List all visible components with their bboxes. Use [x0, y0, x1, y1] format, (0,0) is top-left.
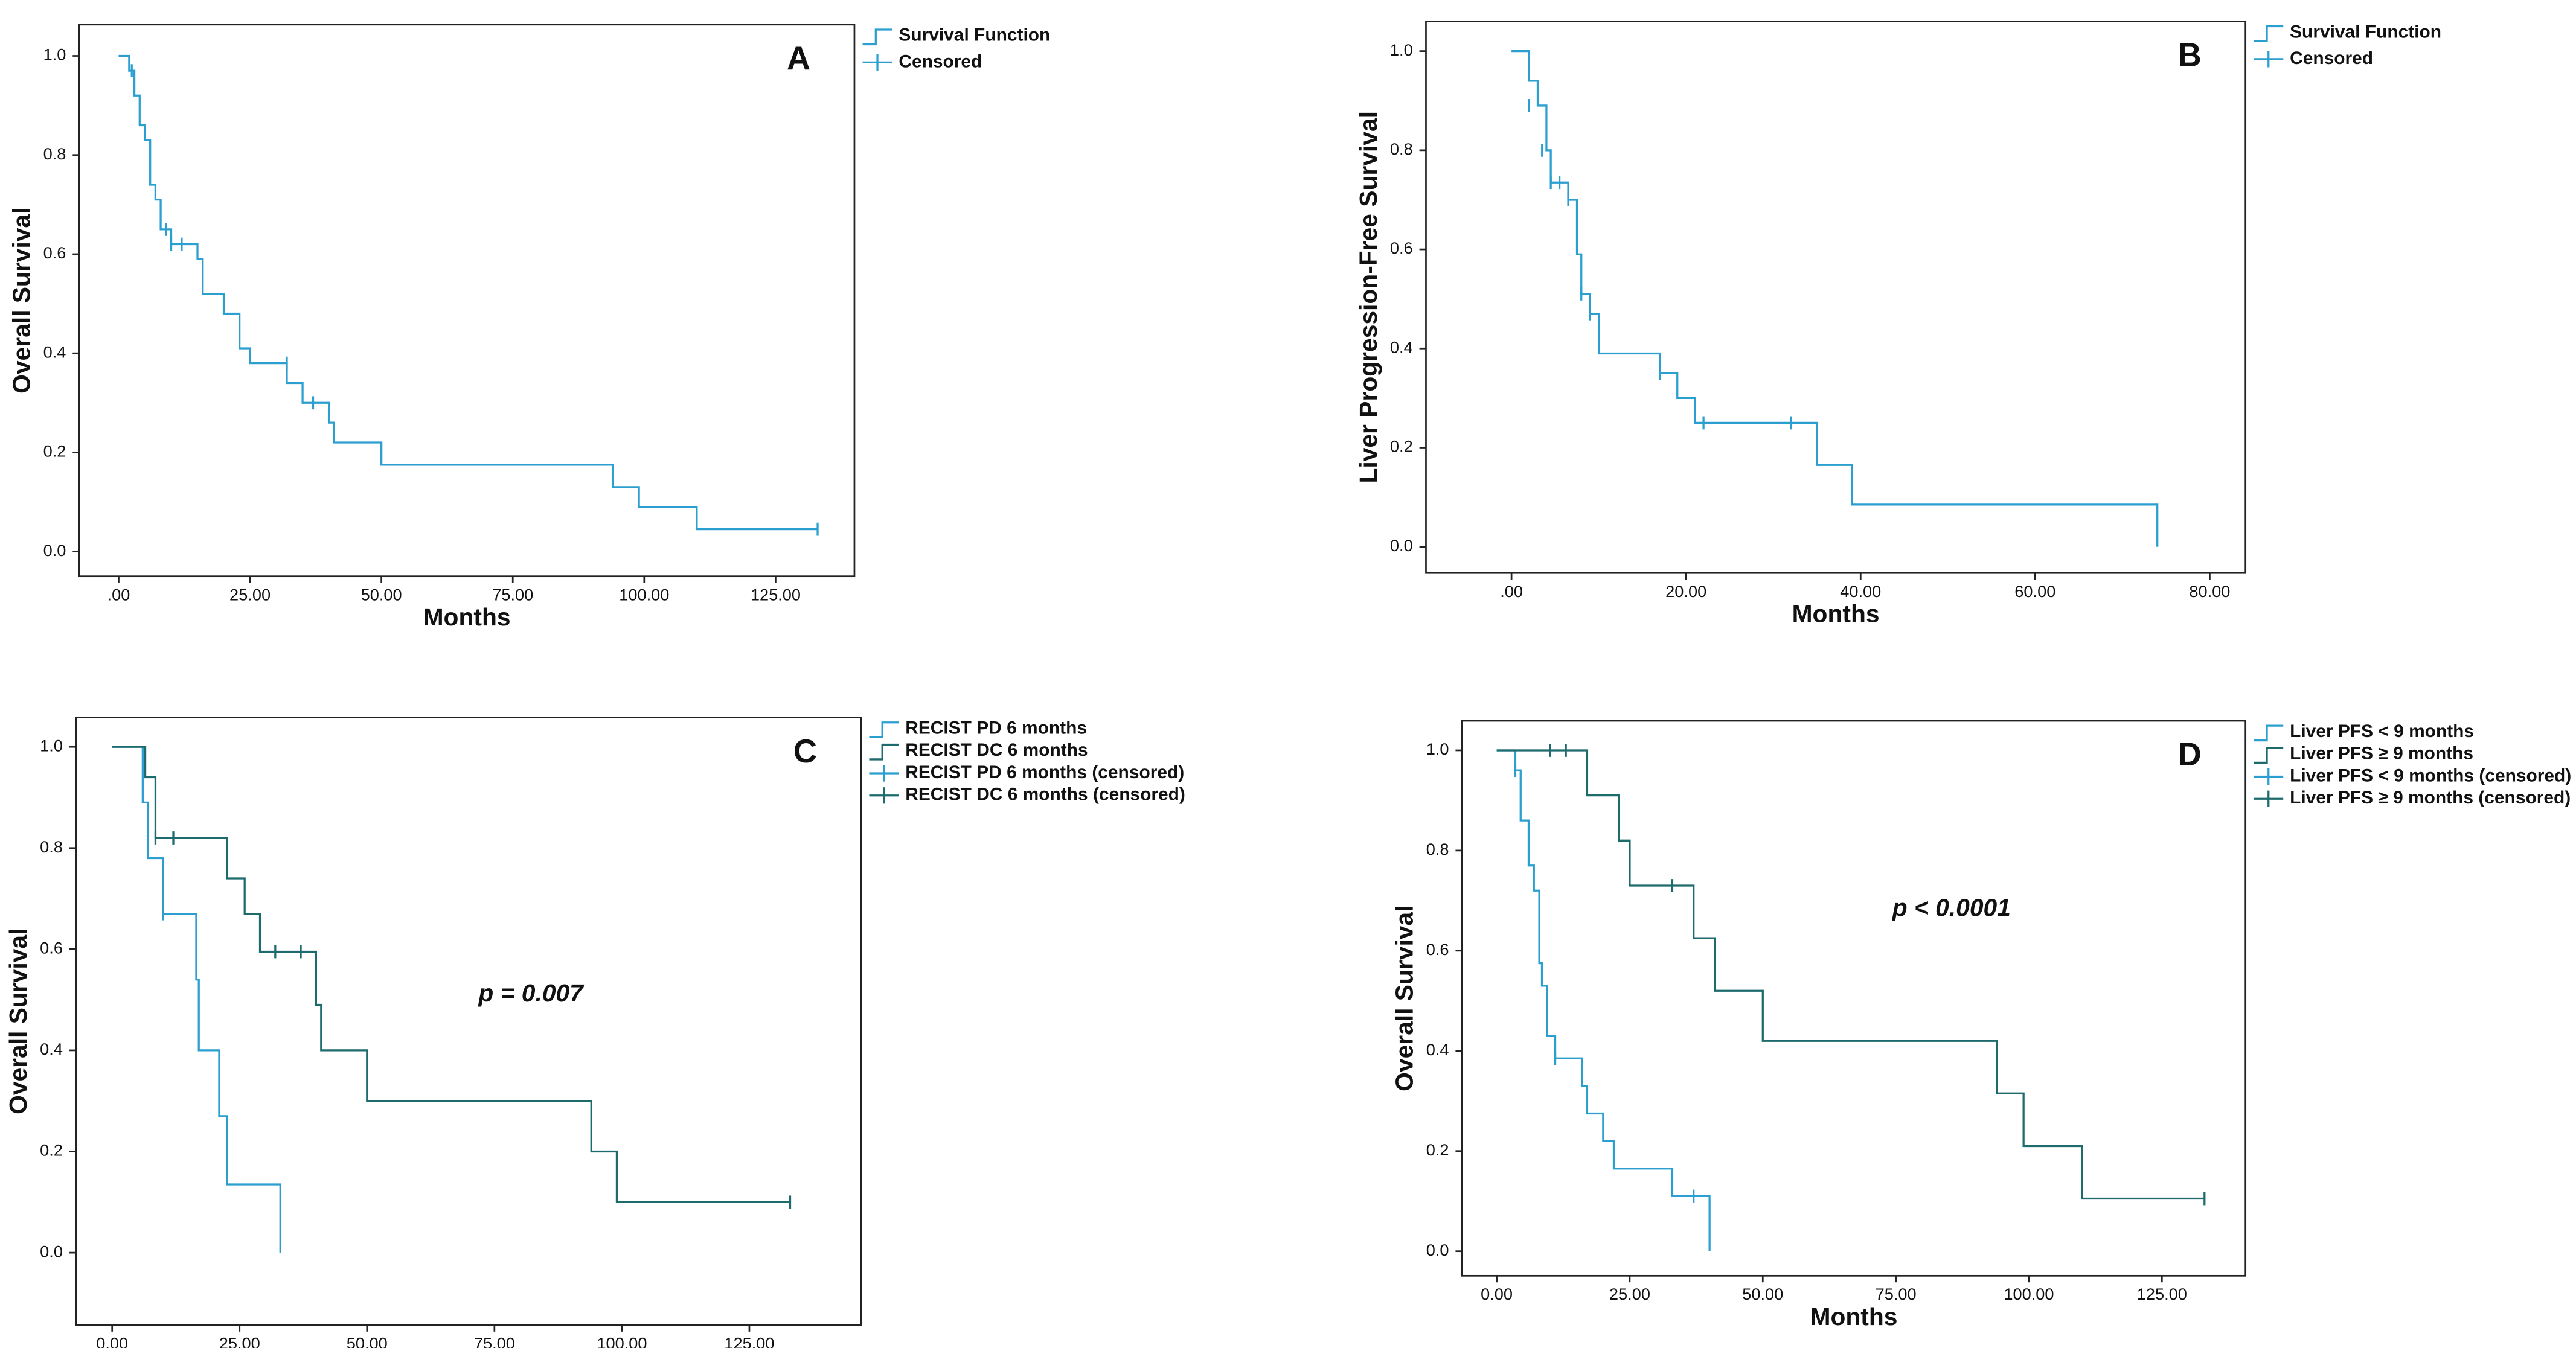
- y-tick-label: 0.6: [1426, 940, 1449, 959]
- y-axis-label: Overall Survival: [4, 928, 32, 1114]
- y-tick-label: 0.4: [43, 342, 66, 361]
- plot-frame: [78, 24, 856, 578]
- x-tick-label: 50.00: [1742, 1285, 1783, 1303]
- y-tick-label: 0.8: [43, 144, 66, 163]
- x-tick-label: 0.00: [96, 1334, 128, 1348]
- legend-swatch: [869, 743, 899, 761]
- x-tick-label: 0.00: [1481, 1285, 1513, 1303]
- survival-curve: [1511, 50, 2159, 547]
- y-tick-label: 1.0: [40, 736, 63, 755]
- legend-label: RECIST PD 6 months (censored): [905, 762, 1184, 782]
- x-axis-label: Months: [1792, 600, 1880, 628]
- y-tick-label: 0.2: [40, 1141, 63, 1160]
- legend-label: Survival Function: [899, 25, 1050, 45]
- plot-frame: [1425, 20, 2247, 574]
- legend-label: RECIST PD 6 months: [905, 718, 1087, 738]
- x-tick-label: 80.00: [2189, 582, 2230, 601]
- y-tick-label: 0.6: [1390, 238, 1413, 257]
- panel-letter: D: [2178, 736, 2202, 773]
- legend-swatch: [2254, 25, 2284, 42]
- panel-letter: C: [793, 733, 817, 770]
- y-tick-label: 0.2: [1390, 437, 1413, 456]
- x-axis-label: Months: [1810, 1303, 1898, 1330]
- y-tick-label: 0.0: [1390, 536, 1413, 555]
- x-tick-label: 25.00: [219, 1334, 260, 1348]
- x-tick-label: 100.00: [2004, 1285, 2054, 1303]
- y-tick-label: 0.6: [43, 243, 66, 262]
- x-tick-label: 125.00: [724, 1334, 774, 1348]
- survival-curve: [112, 746, 790, 1203]
- legend-swatch: [2254, 724, 2284, 742]
- survival-curve: [1496, 749, 1711, 1251]
- x-tick-label: 125.00: [2137, 1285, 2187, 1303]
- x-tick-label: 25.00: [229, 585, 271, 604]
- x-tick-label: .00: [1500, 582, 1523, 601]
- y-tick-label: 0.4: [1390, 337, 1413, 356]
- y-tick-label: 0.4: [40, 1040, 63, 1058]
- annotation: p = 0.007: [478, 979, 585, 1007]
- survival-curve: [1496, 749, 2205, 1200]
- legend-label: Censored: [899, 51, 982, 71]
- y-tick-label: 1.0: [1390, 40, 1413, 59]
- legend-label: Censored: [2290, 48, 2373, 68]
- annotation: p < 0.0001: [1892, 894, 2011, 922]
- y-tick-label: 0.8: [40, 837, 63, 856]
- y-axis-label: Overall Survival: [7, 208, 35, 394]
- x-tick-label: 100.00: [597, 1334, 647, 1348]
- y-tick-label: 0.0: [1426, 1241, 1449, 1259]
- y-tick-label: 0.2: [1426, 1140, 1449, 1159]
- y-axis-label: Overall Survival: [1391, 906, 1418, 1091]
- legend-swatch: [2254, 747, 2284, 764]
- x-tick-label: 75.00: [474, 1334, 515, 1348]
- legend-label: Liver PFS < 9 months (censored): [2290, 765, 2571, 785]
- y-tick-label: 0.8: [1390, 139, 1413, 158]
- y-tick-label: 1.0: [1426, 739, 1449, 758]
- x-tick-label: 50.00: [347, 1334, 388, 1348]
- x-tick-label: 40.00: [1840, 582, 1881, 601]
- legend-label: RECIST DC 6 months (censored): [905, 785, 1185, 805]
- x-tick-label: 125.00: [751, 585, 801, 604]
- x-tick-label: 75.00: [1876, 1285, 1917, 1303]
- legend-label: Liver PFS < 9 months: [2290, 721, 2474, 741]
- legend-label: Liver PFS ≥ 9 months (censored): [2290, 788, 2571, 808]
- legend-label: RECIST DC 6 months: [905, 740, 1088, 760]
- y-tick-label: 0.2: [43, 442, 66, 461]
- x-tick-label: 60.00: [2014, 582, 2055, 601]
- survival-curve: [118, 54, 818, 531]
- y-tick-label: 0.0: [43, 541, 66, 560]
- y-tick-label: 1.0: [43, 45, 66, 64]
- panel-letter: A: [787, 40, 810, 77]
- legend-label: Liver PFS ≥ 9 months: [2290, 744, 2473, 764]
- x-axis-label: Months: [423, 603, 511, 631]
- x-tick-label: 50.00: [361, 585, 402, 604]
- x-tick-label: .00: [107, 585, 130, 604]
- plot-frame: [1461, 720, 2247, 1277]
- y-axis-label: Liver Progression-Free Survival: [1354, 111, 1382, 483]
- y-tick-label: 0.8: [1426, 840, 1449, 858]
- y-tick-label: 0.6: [40, 939, 63, 957]
- survival-curve: [112, 746, 281, 1253]
- panel-letter: B: [2178, 37, 2202, 74]
- legend-swatch: [869, 721, 899, 738]
- x-tick-label: 20.00: [1665, 582, 1706, 601]
- legend-swatch: [862, 28, 892, 46]
- x-tick-label: 25.00: [1609, 1285, 1650, 1303]
- y-tick-label: 0.0: [40, 1242, 63, 1260]
- y-tick-label: 0.4: [1426, 1040, 1449, 1059]
- x-tick-label: 100.00: [619, 585, 669, 604]
- x-tick-label: 75.00: [492, 585, 533, 604]
- legend-label: Survival Function: [2290, 22, 2441, 42]
- plot-frame: [75, 717, 862, 1326]
